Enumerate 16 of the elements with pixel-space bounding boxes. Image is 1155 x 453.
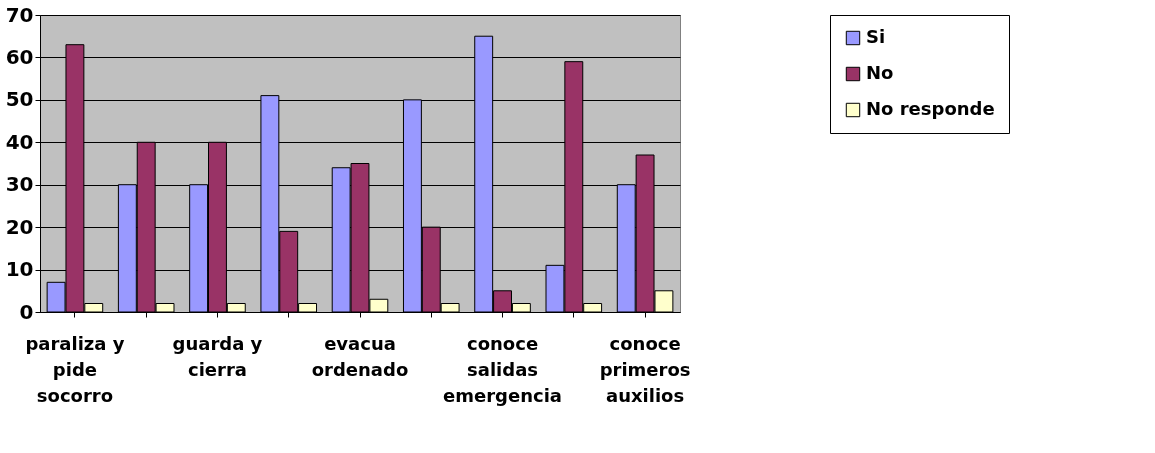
x-tick-label: conoce primeros auxilios: [599, 332, 691, 406]
y-tick-label: 70: [5, 2, 34, 27]
y-tick-label: 20: [5, 214, 34, 239]
x-tick-label: paraliza y pide socorro: [25, 332, 125, 406]
y-tick-label: 30: [5, 172, 34, 197]
legend-label: No responde: [866, 98, 995, 119]
y-tick-label: 40: [5, 129, 34, 154]
y-tick-label: 60: [5, 44, 34, 69]
legend-label: Si: [866, 26, 886, 47]
y-tick-label: 50: [5, 87, 34, 112]
legend-label: No: [866, 62, 894, 83]
x-tick-label: conoce salidas emergencia: [443, 332, 563, 406]
y-tick-label: 0: [19, 299, 34, 324]
x-tick-label: guarda y cierra: [172, 332, 263, 380]
x-tick-label: evacua ordenado: [311, 332, 409, 380]
y-tick-label: 10: [5, 257, 34, 282]
